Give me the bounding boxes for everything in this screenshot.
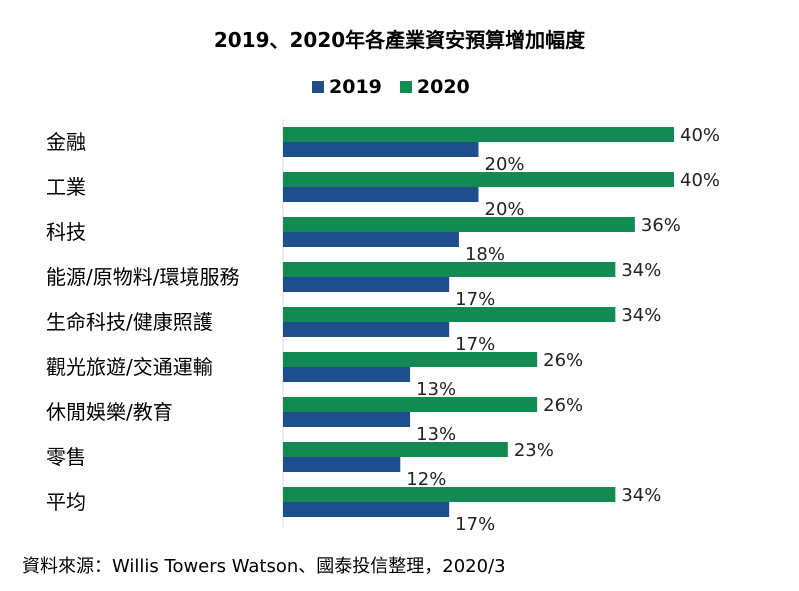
bar-2019 [283,412,411,427]
data-label-2020: 36% [641,215,681,236]
bar-2020 [283,217,635,232]
data-label-2020: 23% [514,440,554,461]
legend-label-2019: 2019 [329,76,382,98]
data-label-2019: 20% [485,199,525,220]
category-label: 平均 [46,490,86,514]
data-label-2019: 20% [485,154,525,175]
data-label-2019: 18% [465,244,505,265]
data-label-2020: 34% [621,260,661,281]
bar-2019 [283,187,479,202]
chart-legend: 2019 2020 [312,76,488,98]
legend-swatch-2019 [312,81,324,93]
data-label-2020: 34% [621,485,661,506]
source-note: 資料來源：Willis Towers Watson、國泰投信整理，2020/3 [22,556,506,577]
data-label-2019: 17% [455,334,495,355]
data-label-2019: 13% [416,424,456,445]
bar-2019 [283,502,450,517]
data-label-2020: 40% [680,170,720,191]
data-label-2019: 17% [455,514,495,535]
bar-2020 [283,262,616,277]
chart-title: 2019、2020年各產業資安預算增加幅度 [213,28,586,52]
category-label: 零售 [46,445,86,469]
legend-label-2020: 2020 [416,76,470,98]
data-label-2020: 40% [680,125,720,146]
legend-item-2019: 2019 [312,76,382,98]
category-label: 觀光旅遊/交通運輸 [46,355,213,379]
category-label: 休閒娛樂/教育 [46,400,173,424]
data-label-2019: 17% [455,289,495,310]
bar-2019 [283,277,450,292]
category-label: 科技 [46,220,86,244]
category-label: 能源/原物料/環境服務 [46,265,239,289]
bar-2020 [283,172,674,187]
bar-2020 [283,442,508,457]
data-label-2020: 34% [621,305,661,326]
bar-2020 [283,397,538,412]
category-label: 金融 [46,130,86,154]
bar-2019 [283,457,401,472]
data-label-2020: 26% [543,395,583,416]
bar-2019 [283,142,479,157]
data-label-2019: 12% [406,469,446,490]
bar-2019 [283,322,450,337]
bar-2020 [283,307,616,322]
data-label-2020: 26% [543,350,583,371]
legend-item-2020: 2020 [399,76,470,98]
category-label: 工業 [46,175,86,199]
bar-2020 [283,127,674,142]
category-label: 生命科技/健康照護 [46,310,213,334]
bar-2019 [283,367,411,382]
data-label-2019: 13% [416,379,456,400]
bar-2020 [283,487,616,502]
bar-2019 [283,232,459,247]
bar-2020 [283,352,538,367]
legend-swatch-2020 [399,81,412,93]
